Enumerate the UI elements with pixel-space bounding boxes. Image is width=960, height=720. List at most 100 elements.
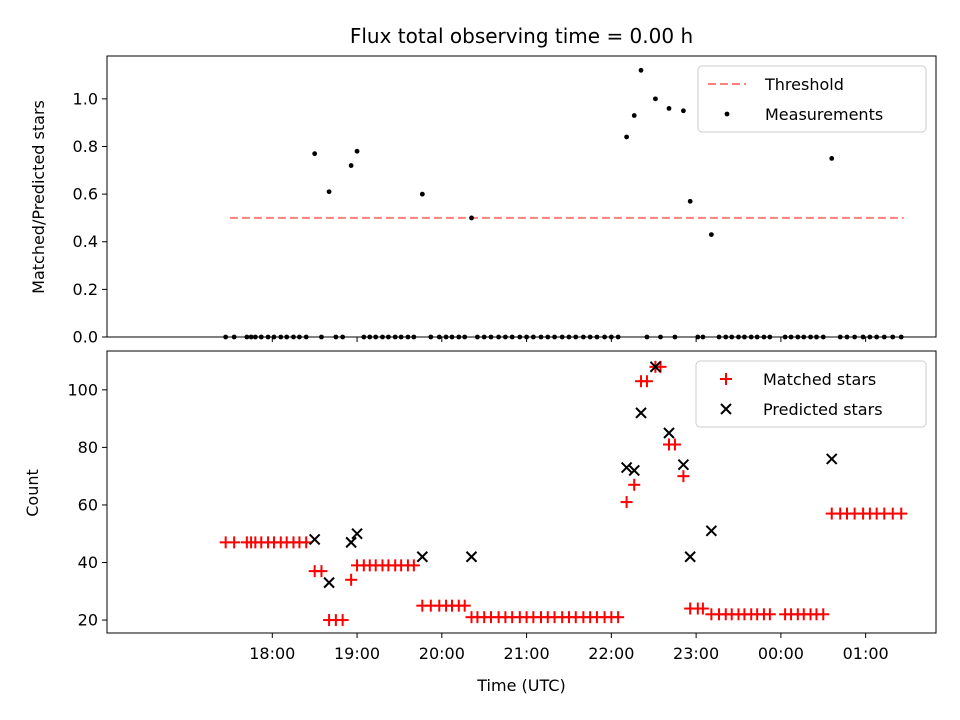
measurement-point: [462, 334, 468, 340]
measurement-point: [716, 334, 722, 340]
measurement-point: [428, 334, 434, 340]
measurement-point: [509, 334, 515, 340]
measurement-point: [729, 334, 735, 340]
count-y-tick-label: 80: [78, 438, 98, 457]
measurement-point: [361, 334, 367, 340]
legend-threshold-label: Threshold: [764, 75, 844, 94]
measurement-point: [552, 334, 557, 340]
x-tick-label: 23:00: [673, 644, 719, 663]
matched-star-point: [640, 375, 653, 388]
ratio-legend: Threshold Measurements: [697, 65, 927, 133]
measurement-point: [284, 334, 290, 340]
measurement-point: [829, 155, 835, 161]
measurement-point: [631, 113, 637, 118]
ratio-y-tick-label: 1.0: [73, 89, 98, 108]
predicted-star-point: [351, 528, 363, 540]
measurement-point: [449, 334, 455, 340]
measurement-point: [723, 334, 729, 340]
measurement-point: [638, 67, 644, 73]
matched-star-point: [763, 608, 776, 621]
predicted-star-point: [628, 464, 640, 477]
count-y-tick-label: 40: [78, 553, 98, 572]
measurement-point: [814, 334, 819, 340]
measurement-point: [695, 334, 701, 340]
legend-matched-swatch: [720, 373, 732, 385]
measurement-point: [312, 151, 318, 157]
matched-star-point: [300, 536, 313, 549]
measurement-point: [265, 334, 271, 340]
measurement-point: [580, 334, 586, 340]
measurement-point: [297, 334, 302, 340]
measurement-point: [354, 148, 360, 154]
measurement-point: [687, 198, 693, 204]
measurement-point: [319, 334, 324, 340]
measurement-point: [244, 334, 250, 340]
x-tick-label: 19:00: [334, 644, 380, 663]
measurement-point: [496, 334, 502, 340]
predicted-star-point: [323, 576, 335, 589]
predicted-star-point: [663, 427, 675, 439]
measurement-point: [367, 334, 373, 340]
measurement-point: [419, 191, 425, 197]
predicted-star-point: [465, 551, 478, 563]
x-tick-label: 20:00: [419, 644, 465, 663]
measurement-point: [782, 334, 788, 340]
count-legend: Matched stars Predicted stars: [695, 360, 927, 428]
measurement-point: [801, 334, 807, 340]
measurement-point: [573, 334, 579, 340]
count-panel: 20 40 60 80 100 18:00 19:00 20:00 21:00 22:00 23:…: [23, 350, 937, 695]
measurement-point: [231, 334, 237, 340]
matched-star-point: [620, 496, 633, 509]
matched-star-point: [677, 470, 690, 483]
measurement-point: [373, 334, 379, 340]
count-y-axis: 20 40 60 80 100: [67, 380, 107, 630]
measurement-point: [252, 334, 258, 340]
predicted-star-point: [826, 453, 838, 465]
predicted-star-point: [649, 361, 662, 373]
ratio-y-tick-label: 0.2: [73, 280, 98, 299]
matched-star-point: [345, 573, 358, 586]
measurement-point: [736, 334, 741, 340]
measurement-point: [808, 334, 813, 340]
predicted-star-point: [705, 525, 718, 537]
count-y-tick-label: 100: [67, 380, 98, 399]
matched-star-point: [612, 611, 625, 624]
legend-predicted-swatch: [720, 403, 732, 415]
measurement-point: [469, 215, 474, 221]
measurement-point: [559, 334, 565, 340]
ratio-y-tick-label: 0.8: [73, 137, 98, 156]
ratio-panel: 0.0 0.2 0.4 0.6 0.8 1.0 Matched/Predicted sta…: [29, 55, 937, 347]
ratio-y-axis-title: Matched/Predicted stars: [29, 100, 48, 294]
measurement-point: [386, 334, 391, 340]
measurement-point: [795, 334, 801, 340]
measurement-point: [530, 334, 536, 340]
measurement-point: [456, 334, 462, 340]
measurement-point: [545, 334, 551, 340]
x-tick-label: 01:00: [843, 644, 889, 663]
matched-star-point: [315, 565, 328, 578]
legend-predicted-label: Predicted stars: [763, 400, 883, 419]
measurement-point: [852, 334, 858, 340]
measurement-point: [411, 334, 417, 340]
x-tick-label: 00:00: [758, 644, 804, 663]
count-x-axis: 18:00 19:00 20:00 21:00 22:00 23:00 00:00 01:00: [249, 633, 889, 663]
measurement-point: [867, 334, 873, 340]
measurement-point: [767, 334, 773, 340]
ratio-y-axis: 0.0 0.2 0.4 0.6 0.8 1.0: [73, 89, 107, 347]
measurement-point: [436, 334, 442, 340]
predicted-star-point: [345, 536, 357, 549]
matched-star-point: [895, 507, 908, 520]
measurement-point: [524, 334, 529, 340]
matched-star-point: [458, 599, 471, 612]
measurement-point: [587, 334, 593, 340]
measurement-point: [820, 334, 826, 340]
matched-star-point: [696, 602, 709, 615]
ratio-y-tick-label: 0.6: [73, 185, 98, 204]
measurement-point: [844, 334, 850, 340]
measurement-point: [615, 334, 621, 340]
predicted-star-point: [620, 461, 633, 474]
measurement-point: [333, 334, 339, 340]
measurement-point: [681, 108, 686, 114]
measurement-point: [608, 334, 614, 340]
measurement-point: [881, 334, 887, 340]
